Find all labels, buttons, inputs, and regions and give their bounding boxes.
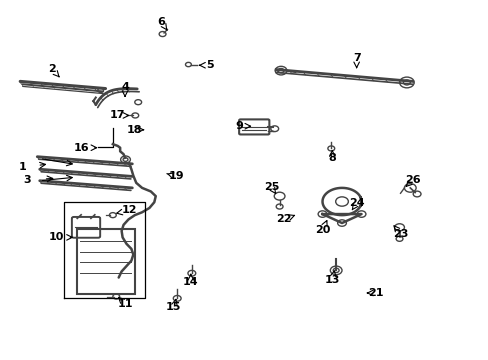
Text: 14: 14 bbox=[183, 277, 198, 287]
Text: 16: 16 bbox=[73, 143, 89, 153]
Text: 4: 4 bbox=[121, 82, 129, 92]
Text: 2: 2 bbox=[48, 64, 56, 74]
Text: 21: 21 bbox=[367, 288, 383, 298]
Text: 20: 20 bbox=[314, 225, 329, 235]
Text: 23: 23 bbox=[392, 229, 407, 239]
Text: 25: 25 bbox=[263, 182, 279, 192]
Text: 13: 13 bbox=[324, 275, 339, 285]
Text: 24: 24 bbox=[348, 198, 364, 208]
Text: 10: 10 bbox=[49, 232, 64, 242]
Text: 18: 18 bbox=[127, 125, 142, 135]
Text: 11: 11 bbox=[117, 299, 133, 309]
Text: 3: 3 bbox=[23, 175, 31, 185]
Text: 19: 19 bbox=[168, 171, 183, 181]
Text: 17: 17 bbox=[110, 111, 125, 121]
Text: 9: 9 bbox=[235, 121, 243, 131]
Text: 5: 5 bbox=[206, 60, 214, 70]
Text: 22: 22 bbox=[275, 215, 291, 224]
Text: 6: 6 bbox=[157, 17, 165, 27]
Text: 12: 12 bbox=[122, 206, 138, 216]
Text: 26: 26 bbox=[404, 175, 420, 185]
Text: 8: 8 bbox=[328, 153, 335, 163]
Text: 1: 1 bbox=[19, 162, 26, 172]
Text: 15: 15 bbox=[166, 302, 181, 312]
Text: 7: 7 bbox=[352, 53, 360, 63]
